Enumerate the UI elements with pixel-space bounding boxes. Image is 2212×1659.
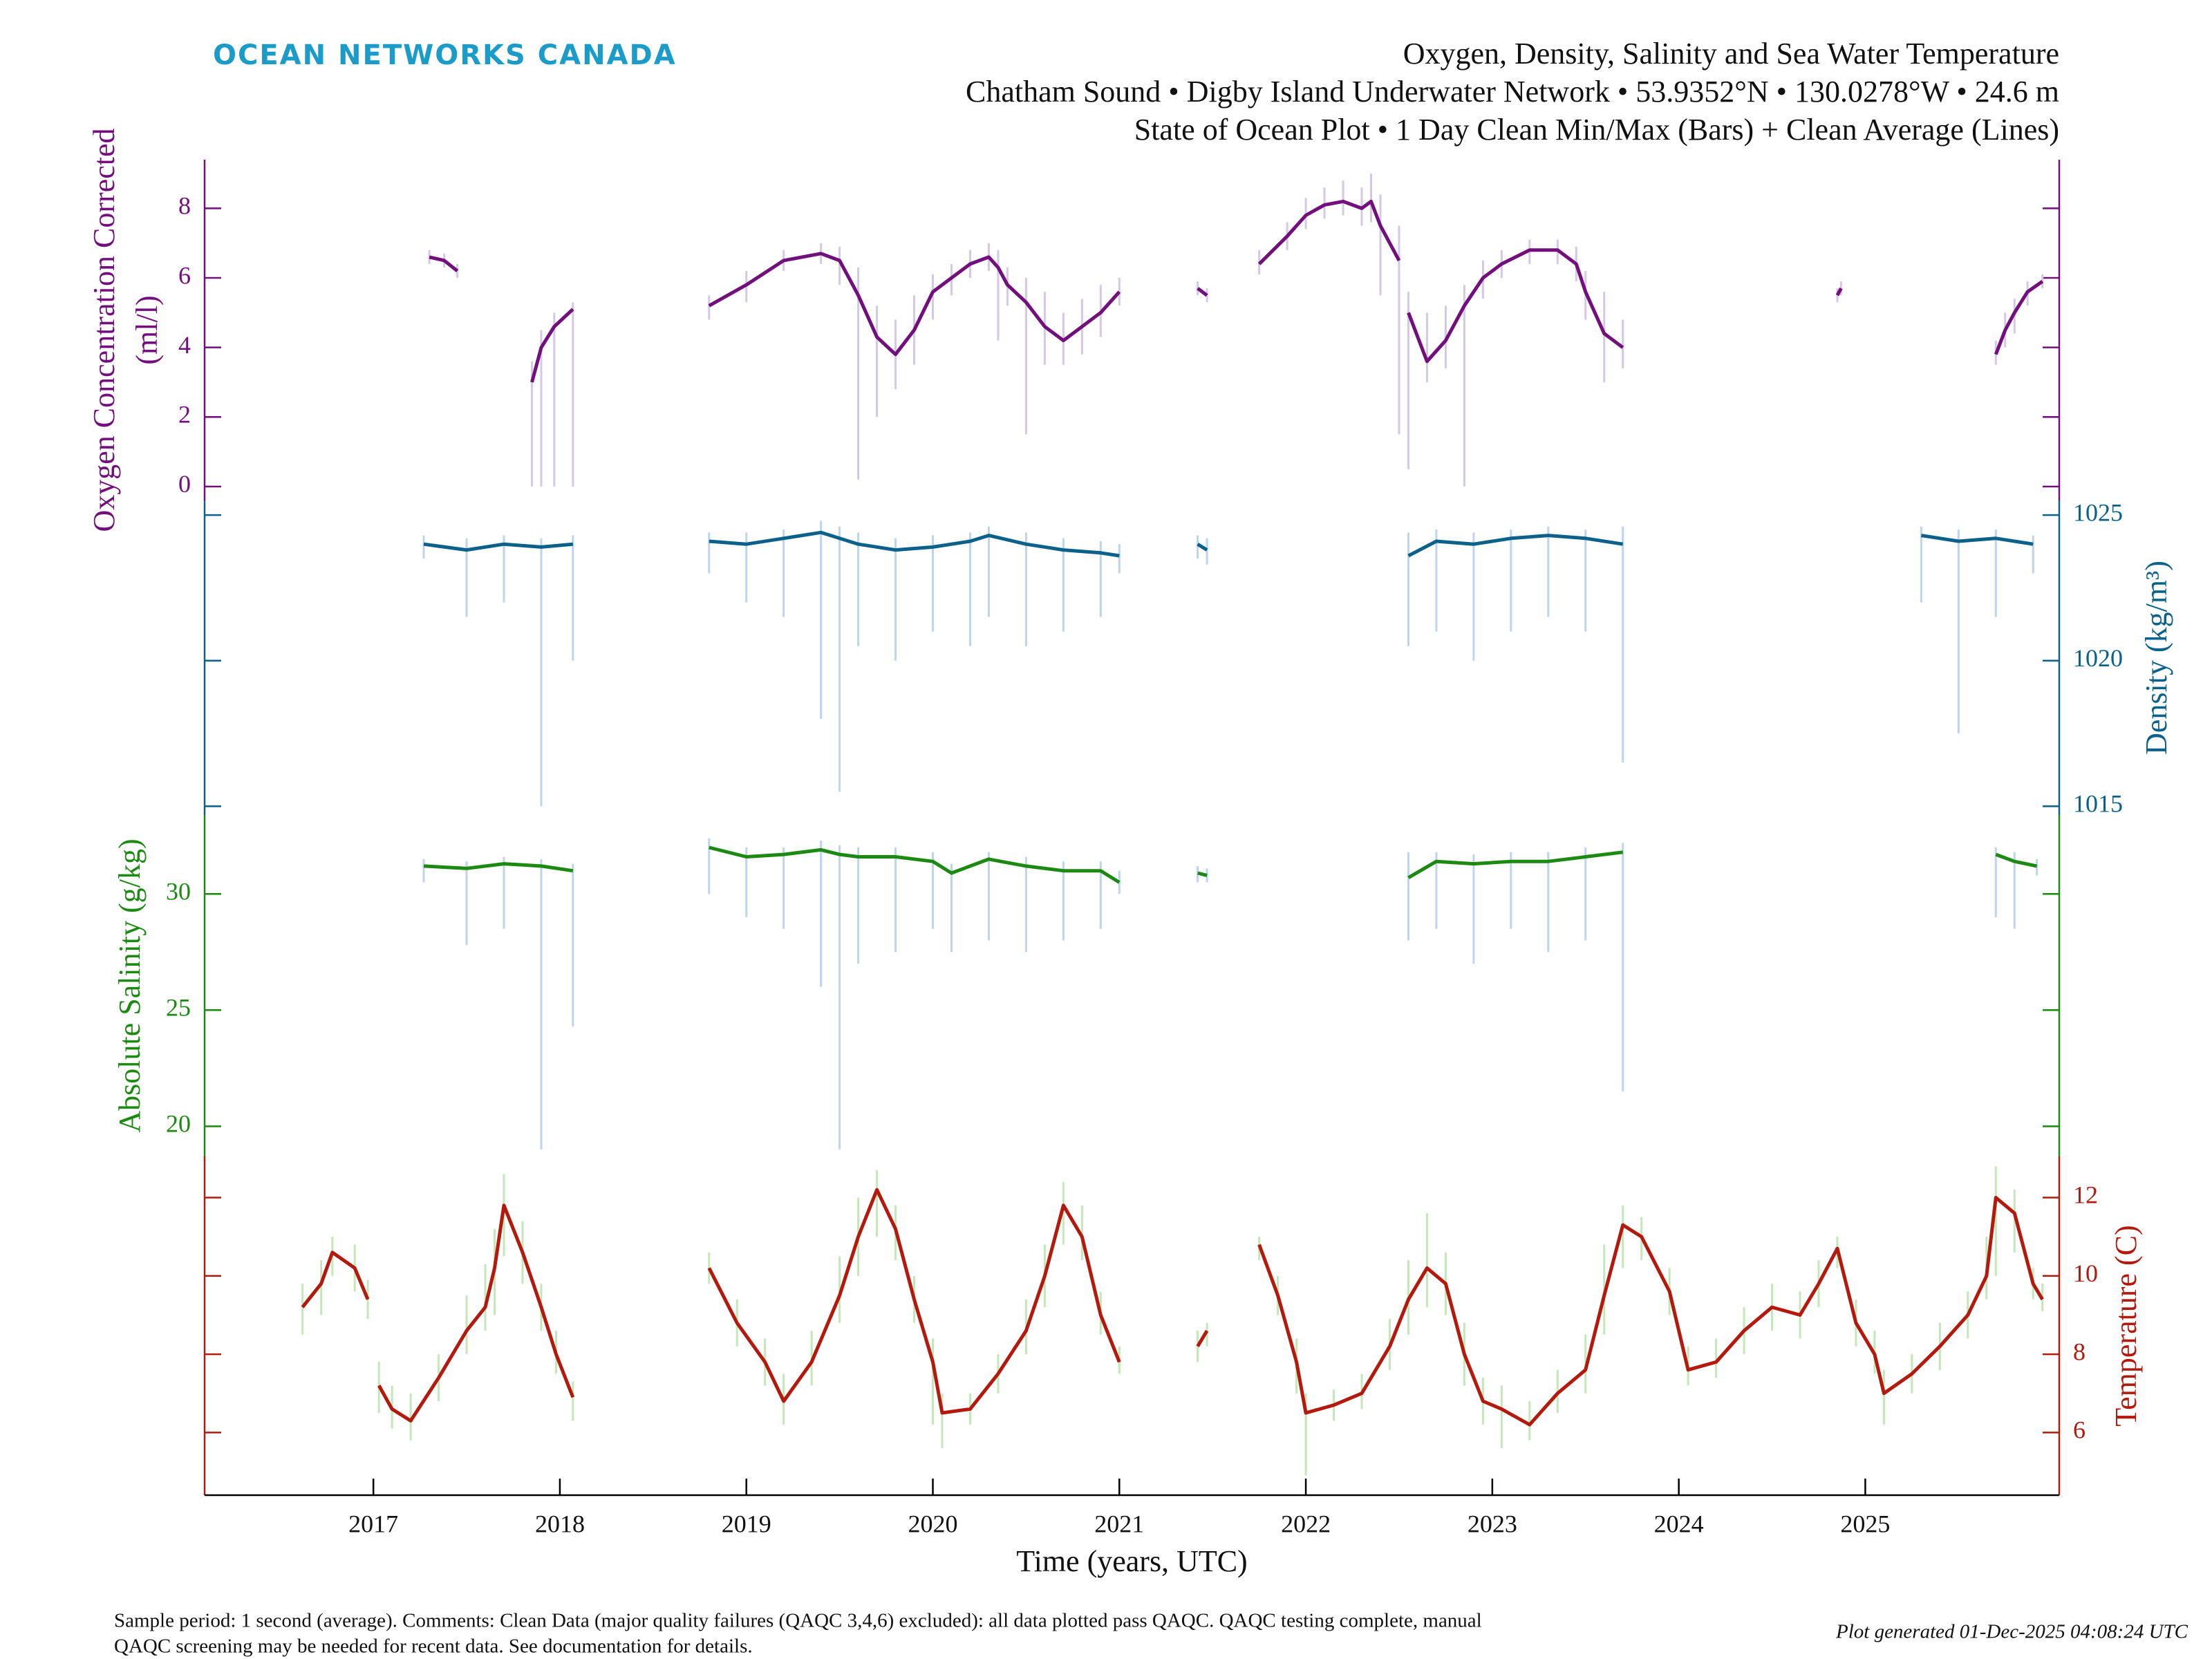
- average-line: [301, 1188, 2044, 1427]
- y-tick-label: 1020: [2073, 644, 2123, 672]
- y-tick-label: 6: [2073, 1416, 2086, 1444]
- y-tick-label: 4: [178, 331, 191, 359]
- y-tick-label: 1025: [2073, 498, 2123, 526]
- y-tick-label: 6: [178, 261, 191, 289]
- y-tick-label: 12: [2073, 1181, 2098, 1209]
- y-tick-label: 0: [178, 470, 191, 498]
- x-tick-label: 2019: [722, 1510, 771, 1537]
- x-tick-label: 2020: [908, 1510, 958, 1537]
- y-axis-label: Oxygen Concentration Corrected: [87, 128, 121, 532]
- x-tick-label: 2023: [1468, 1510, 1517, 1537]
- chart-subtitle: Chatham Sound • Digby Island Underwater …: [966, 75, 2059, 109]
- y-axis-label: (ml/l): [130, 295, 164, 364]
- y-axis-label: Temperature (C): [2109, 1225, 2143, 1426]
- average-line: [423, 530, 2034, 558]
- y-tick-label: 8: [178, 192, 191, 220]
- x-tick-label: 2025: [1840, 1510, 1890, 1537]
- y-tick-label: 20: [166, 1110, 191, 1138]
- x-tick-label: 2017: [348, 1510, 398, 1537]
- chart-title: Oxygen, Density, Salinity and Sea Water …: [1403, 37, 2059, 71]
- y-axis-label: Density (kg/m³): [2139, 561, 2173, 755]
- x-tick-label: 2018: [535, 1510, 585, 1537]
- generated-note: Plot generated 01-Dec-2025 04:08:24 UTC: [1835, 1621, 2188, 1643]
- chart-subtitle: State of Ocean Plot • 1 Day Clean Min/Ma…: [1134, 113, 2059, 147]
- logo: OCEAN NETWORKS CANADA: [213, 39, 677, 71]
- average-line: [423, 845, 2038, 884]
- footnote: QAQC screening may be needed for recent …: [114, 1635, 753, 1658]
- y-tick-label: 8: [2073, 1338, 2086, 1365]
- y-tick-label: 10: [2073, 1259, 2098, 1287]
- x-tick-label: 2022: [1281, 1510, 1331, 1537]
- y-tick-label: 1015: [2073, 790, 2123, 818]
- x-tick-label: 2024: [1654, 1510, 1704, 1537]
- x-axis-label: Time (years, UTC): [1016, 1544, 1247, 1578]
- y-axis-label: Absolute Salinity (g/kg): [113, 838, 147, 1132]
- y-tick-label: 30: [166, 878, 191, 906]
- x-tick-label: 2021: [1094, 1510, 1144, 1537]
- footnote: Sample period: 1 second (average). Comme…: [114, 1610, 1482, 1632]
- average-line: [429, 199, 2044, 383]
- y-tick-label: 2: [178, 401, 191, 429]
- y-tick-label: 25: [166, 994, 191, 1022]
